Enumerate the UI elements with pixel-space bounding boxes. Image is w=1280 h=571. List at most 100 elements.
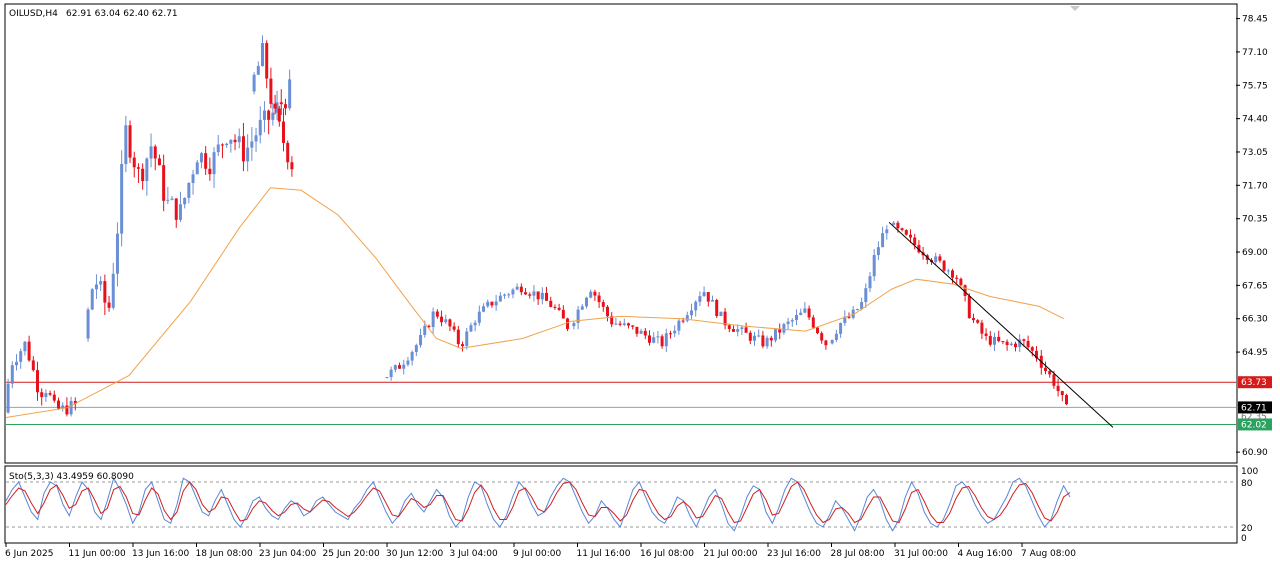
candle-bull xyxy=(677,320,681,331)
stochastic-title: Sto(5,3,3) 43.4959 60.8090 xyxy=(9,472,134,482)
candle-bear xyxy=(955,277,959,279)
candle-bull xyxy=(1009,343,1013,346)
candle-bull xyxy=(6,383,10,413)
time-axis-label: 7 Aug 08:00 xyxy=(1021,549,1076,559)
price-panel[interactable] xyxy=(4,3,1238,464)
candle-bear xyxy=(904,230,908,235)
candle-bear xyxy=(988,335,992,345)
candle-bear xyxy=(566,318,570,329)
candle-bull xyxy=(229,139,233,144)
candle-bear xyxy=(241,136,245,162)
level-badge-support xyxy=(1238,418,1272,431)
candle-bull xyxy=(149,146,153,159)
candle-bull xyxy=(664,333,668,347)
candle-bear xyxy=(208,168,212,175)
candle-bear xyxy=(909,234,912,238)
moving-average-line xyxy=(5,187,1065,418)
candle-bull xyxy=(246,147,250,162)
candle-bull xyxy=(486,301,490,307)
candle-bull xyxy=(385,377,389,379)
collapse-arrow-icon[interactable] xyxy=(1070,6,1080,11)
candle-bear xyxy=(174,198,178,220)
candle-bear xyxy=(204,153,208,169)
candle-bull xyxy=(90,289,94,310)
candle-bear xyxy=(900,228,904,231)
candle-bear xyxy=(440,316,444,323)
candle-bear xyxy=(1056,385,1060,392)
candle-bull xyxy=(589,291,593,298)
price-layer xyxy=(5,35,1236,428)
time-axis-label: 6 Jun 2025 xyxy=(5,549,53,559)
stochastic-panel[interactable] xyxy=(4,465,1238,544)
candle-bull xyxy=(482,306,486,312)
candle-bull xyxy=(225,143,229,146)
candle-bear xyxy=(723,311,727,326)
candle-bull xyxy=(477,311,481,323)
candle-bear xyxy=(1044,367,1047,372)
candle-bull xyxy=(423,325,427,335)
candle-bear xyxy=(648,335,651,343)
level-label-resistance: 63.73 xyxy=(1241,378,1267,388)
candle-bear xyxy=(136,167,140,169)
candle-bear xyxy=(536,291,540,300)
candle-bull xyxy=(757,335,761,337)
candle-bull xyxy=(507,294,511,296)
candle-bear xyxy=(162,165,166,201)
candle-bear xyxy=(896,222,900,229)
candle-bull xyxy=(876,247,880,256)
candle-bull xyxy=(187,182,191,198)
candle-bull xyxy=(120,163,124,234)
candle-bear xyxy=(967,296,971,319)
candle-bull xyxy=(740,327,744,330)
time-axis-label: 11 Jul 16:00 xyxy=(577,549,631,559)
time-axis-label: 28 Jul 08:00 xyxy=(831,549,885,559)
candle-bear xyxy=(265,43,269,79)
candle-bull xyxy=(258,119,262,136)
candle-bull xyxy=(170,198,174,200)
candle-bear xyxy=(627,323,630,326)
candle-bull xyxy=(183,197,187,205)
candle-bear xyxy=(778,329,782,333)
stoch-signal-line xyxy=(5,481,1071,524)
candle-bear xyxy=(27,341,31,361)
candle-bull xyxy=(252,74,256,92)
candle-bull xyxy=(532,291,536,296)
candle-bull xyxy=(753,335,756,341)
candle-bear xyxy=(938,256,942,261)
candle-bull xyxy=(86,309,90,339)
candle-bear xyxy=(761,335,765,347)
candle-bear xyxy=(681,320,685,322)
candle-bull xyxy=(622,323,626,325)
candle-bull xyxy=(254,135,258,142)
candle-bear xyxy=(593,291,597,296)
candle-bear xyxy=(913,237,917,245)
time-axis-label: 31 Jul 00:00 xyxy=(894,549,948,559)
candle-bull xyxy=(10,365,14,384)
level-badge-resistance xyxy=(1238,376,1272,389)
stoch-level-0: 0 xyxy=(1241,534,1247,544)
candle-bull xyxy=(765,337,769,347)
candle-bear xyxy=(1026,340,1030,348)
candle-bear xyxy=(273,103,277,109)
candle-bull xyxy=(99,281,103,285)
candle-bear xyxy=(706,292,710,302)
candle-bull xyxy=(111,273,115,308)
candle-bull xyxy=(494,301,498,306)
candle-bull xyxy=(639,330,643,334)
candle-bull xyxy=(61,405,65,409)
candle-bull xyxy=(288,79,292,109)
candle-bear xyxy=(1001,341,1005,343)
candle-bull xyxy=(685,315,689,321)
candle-bear xyxy=(1022,339,1026,341)
candle-bull xyxy=(993,336,996,345)
candle-bear xyxy=(606,306,609,317)
obscured-price-label: 62.35 xyxy=(1241,412,1267,422)
candle-bear xyxy=(824,340,828,346)
candle-bear xyxy=(452,326,456,330)
candle-bear xyxy=(980,322,984,334)
candle-bear xyxy=(524,292,528,295)
price-tick-label: 73.05 xyxy=(1242,148,1268,158)
price-tick-label: 64.95 xyxy=(1242,348,1268,358)
